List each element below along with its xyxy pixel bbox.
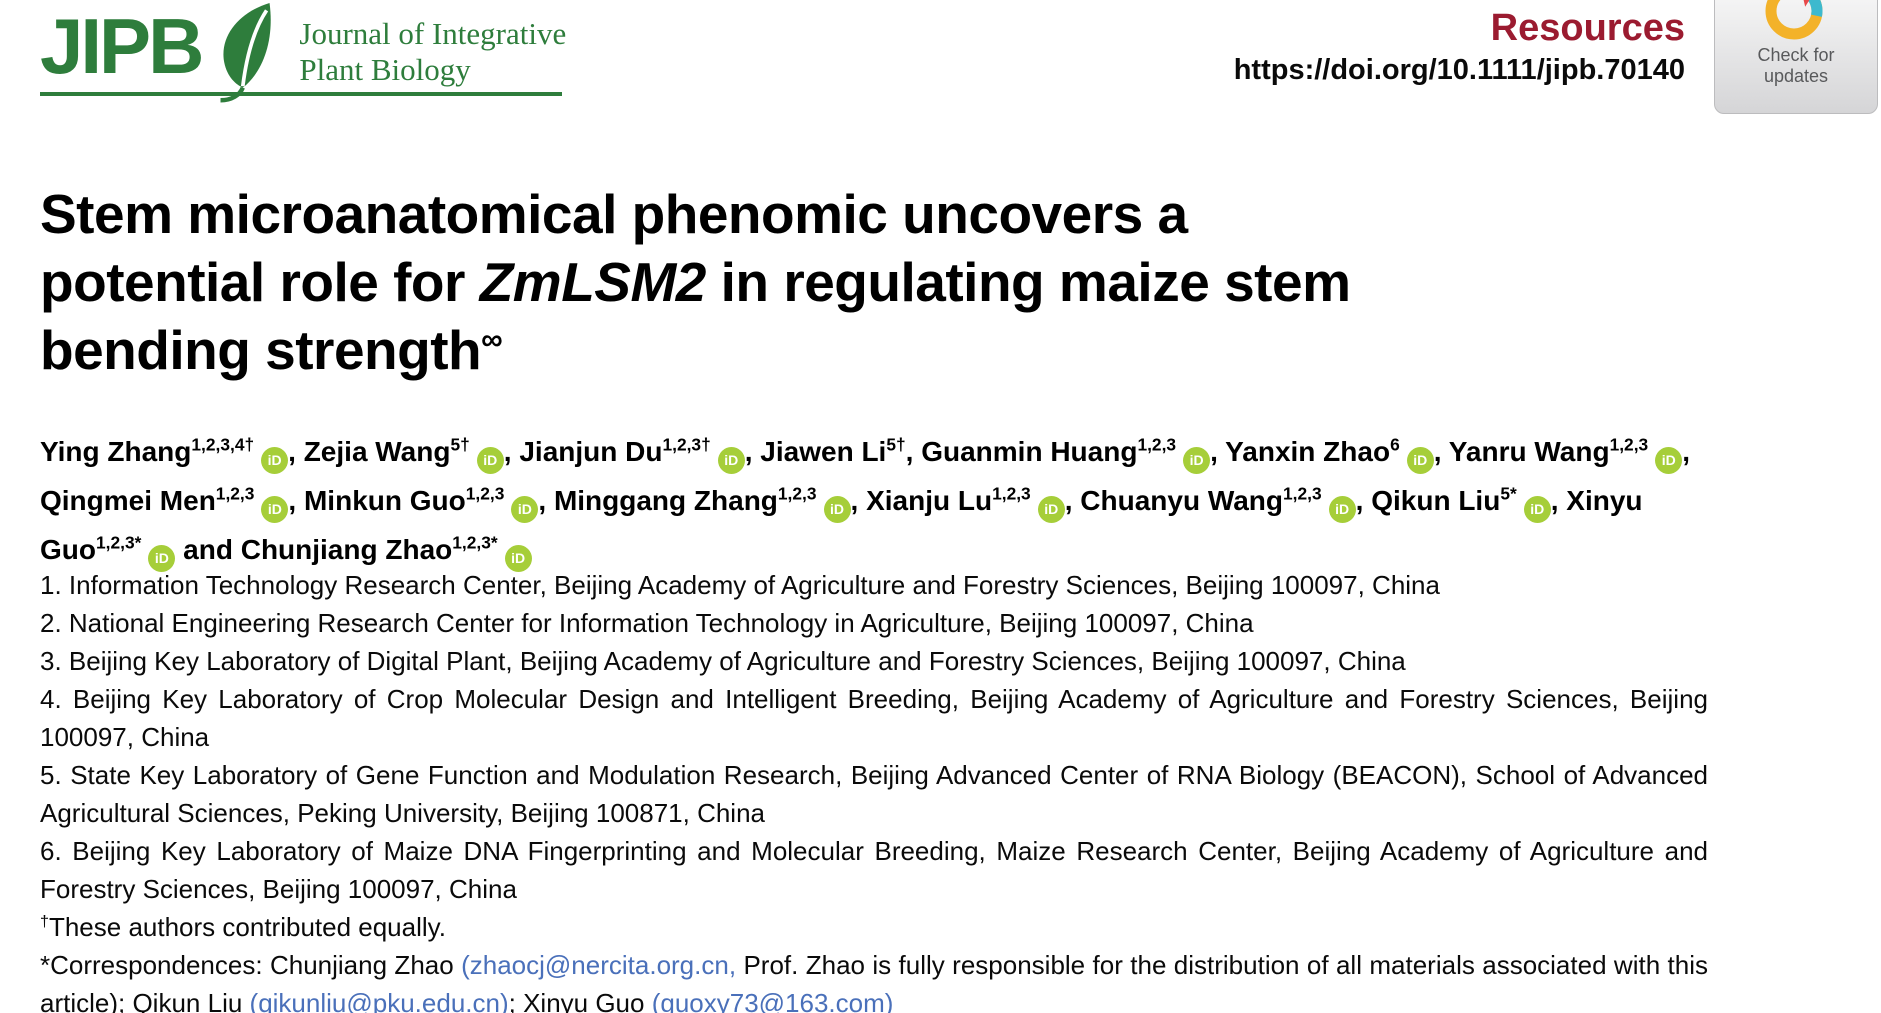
crossmark-label: Check for updates [1757,45,1835,86]
orcid-icon[interactable]: iD [504,545,532,572]
orcid-icon[interactable]: iD [1183,447,1211,474]
author: Yanru Wang1,2,3iD [1449,436,1683,474]
gene-name-italic: ZmLSM2 [479,251,707,313]
crossmark-badge[interactable]: Check for updates [1714,0,1878,114]
email-link[interactable]: (guoxy73@163.com) [651,988,894,1013]
orcid-icon[interactable]: iD [717,447,745,474]
author: Jianjun Du1,2,3†iD [519,436,745,474]
author: Chunjiang Zhao1,2,3*iD [241,534,532,572]
footnote-block: 1. Information Technology Research Cente… [40,566,1708,1013]
author: Zejia Wang5†iD [304,436,504,474]
journal-logo: JIPB Journal of Integrative Plant Biolog… [40,2,567,104]
affiliation: 4. Beijing Key Laboratory of Crop Molecu… [40,684,1708,752]
orcid-icon[interactable]: iD [476,447,504,474]
affiliation: 1. Information Technology Research Cente… [40,570,1440,600]
email-link[interactable]: (qikunliu@pku.edu.cn) [249,988,509,1013]
orcid-icon[interactable]: iD [261,447,289,474]
title-infinity-mark: ∞ [481,323,503,357]
orcid-icon[interactable]: iD [148,545,176,572]
author-list: Ying Zhang1,2,3,4†iD, Zejia Wang5†iD, Ji… [40,427,1708,574]
correspondence-note: *Correspondences: Chunjiang Zhao (zhaocj… [40,946,1708,1013]
orcid-icon[interactable]: iD [1655,447,1683,474]
journal-name: Journal of Integrative Plant Biology [299,16,567,87]
author: Yanxin Zhao6iD [1225,436,1434,474]
correspondence-text: Prof. Zhao is fully responsible for the … [40,950,1708,1013]
author: Xianju Lu1,2,3iD [866,485,1065,523]
orcid-icon[interactable]: iD [1523,496,1551,523]
author: Minggang Zhang1,2,3iD [554,485,851,523]
author: Xinyu Guo1,2,3*iD [40,485,1643,572]
affiliation: 3. Beijing Key Laboratory of Digital Pla… [40,646,1406,676]
author: Qingmei Men1,2,3iD [40,485,289,523]
orcid-icon[interactable]: iD [511,496,539,523]
equal-contribution-note: †These authors contributed equally. [40,912,446,942]
affiliation: 2. National Engineering Research Center … [40,608,1254,638]
orcid-icon[interactable]: iD [261,496,289,523]
orcid-icon[interactable]: iD [1037,496,1065,523]
crossmark-logo-icon [1765,0,1824,40]
correspondence-text: *Correspondences: Chunjiang Zhao [40,950,462,980]
author: Jiawen Li5† [760,434,906,467]
affiliation-list: 1. Information Technology Research Cente… [40,566,1708,908]
article-title: Stem microanatomical phenomic uncovers a… [40,183,1351,381]
doi-text: https://doi.org/10.1111/jipb.70140 [1233,54,1685,86]
author: Minkun Guo1,2,3iD [304,485,539,523]
leaf-icon [220,2,272,103]
jipb-wordmark: JIPB [40,2,204,90]
author: Qikun Liu5*iD [1371,485,1551,523]
author: Ying Zhang1,2,3,4†iD [40,436,289,474]
orcid-icon[interactable]: iD [1406,447,1434,474]
author: Guanmin Huang1,2,3iD [921,436,1211,474]
affiliation: 5. State Key Laboratory of Gene Function… [40,760,1708,828]
author: Chuanyu Wang1,2,3iD [1080,485,1356,523]
article-type-label: Resources [1490,7,1685,49]
orcid-icon[interactable]: iD [823,496,851,523]
email-link[interactable]: (zhaocj@nercita.org.cn, [461,950,737,980]
orcid-icon[interactable]: iD [1328,496,1356,523]
header-right: Resources https://doi.org/10.1111/jipb.7… [1234,6,1685,87]
brand-underline [40,92,562,96]
affiliation: 6. Beijing Key Laboratory of Maize DNA F… [40,836,1708,904]
correspondence-text: ; Xinyu Guo [508,988,652,1013]
